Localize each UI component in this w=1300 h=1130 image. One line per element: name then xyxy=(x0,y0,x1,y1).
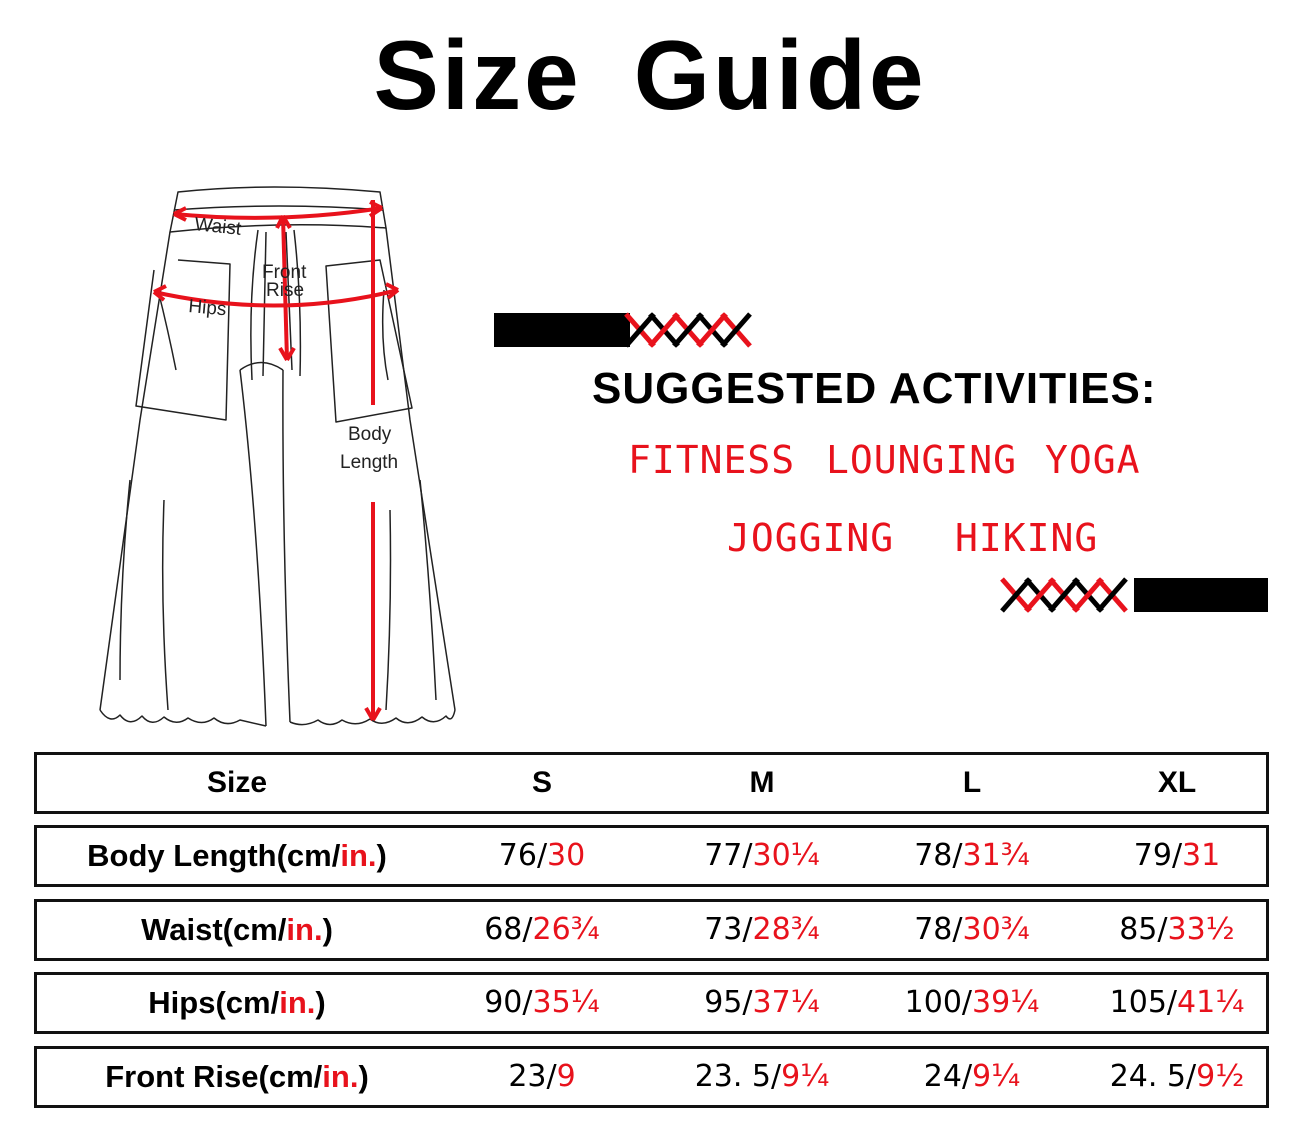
value-m: 73/28¾ xyxy=(704,912,820,947)
front-rise-label-line1: Front xyxy=(262,262,307,283)
value-m: 77/30¼ xyxy=(704,838,820,873)
activity-jogging: JOGGING xyxy=(727,516,895,560)
front-rise-label-line2: Rise xyxy=(266,280,304,301)
size-s-header: S xyxy=(531,766,552,799)
table-row-waist: Waist(cm/in.) 68/26¾ 73/28¾ 78/30¾ 85/33… xyxy=(34,899,1269,961)
value-l: 78/31¾ xyxy=(914,838,1030,873)
row-label: Waist(cm/in.) xyxy=(141,912,333,947)
size-xl-header: XL xyxy=(1157,766,1197,799)
value-m: 23. 5/9¼ xyxy=(694,1059,830,1094)
waist-label: Waist xyxy=(193,214,242,240)
activity-yoga: YOGA xyxy=(1045,438,1141,482)
hips-label: Hips xyxy=(188,296,228,320)
value-xl: 79/31 xyxy=(1133,838,1221,873)
value-xl: 105/41¼ xyxy=(1109,985,1245,1020)
value-xl: 85/33½ xyxy=(1119,912,1235,947)
body-length-label-line1: Body xyxy=(348,424,392,445)
table-row-body-length: Body Length(cm/in.) 76/30 77/30¼ 78/31¾ … xyxy=(34,825,1269,887)
body-length-label-line2: Length xyxy=(340,452,398,473)
value-l: 100/39¼ xyxy=(904,985,1040,1020)
decorative-banner-bottom xyxy=(1000,577,1268,613)
row-label: Hips(cm/in.) xyxy=(148,985,326,1020)
row-label: Front Rise(cm/in.) xyxy=(105,1059,369,1094)
page-title: Size Guide xyxy=(373,20,927,130)
value-s: 68/26¾ xyxy=(484,912,600,947)
value-xl: 24. 5/9½ xyxy=(1109,1059,1245,1094)
size-m-header: M xyxy=(749,766,775,799)
value-s: 90/35¼ xyxy=(484,985,600,1020)
value-l: 78/30¾ xyxy=(914,912,1030,947)
value-l: 24/9¼ xyxy=(923,1059,1021,1094)
pants-measurement-diagram: Waist Front Rise Hips Body Length xyxy=(99,186,456,727)
decorative-banner-top xyxy=(494,312,752,348)
value-s: 23/9 xyxy=(508,1059,576,1094)
activities-heading: SUGGESTED ACTIVITIES: xyxy=(592,364,1157,413)
row-label: Body Length(cm/in.) xyxy=(87,838,387,873)
value-m: 95/37¼ xyxy=(704,985,820,1020)
activity-hiking: HIKING xyxy=(955,516,1099,560)
activity-lounging: LOUNGING xyxy=(826,438,1018,482)
table-row-hips: Hips(cm/in.) 90/35¼ 95/37¼ 100/39¼ 105/4… xyxy=(34,972,1269,1034)
table-row-front-rise: Front Rise(cm/in.) 23/9 23. 5/9¼ 24/9¼ 2… xyxy=(34,1046,1269,1108)
size-l-header: L xyxy=(962,766,982,799)
size-header-row: Size S M L XL xyxy=(34,752,1269,814)
value-s: 76/30 xyxy=(498,838,586,873)
activity-fitness: FITNESS xyxy=(628,438,796,482)
size-header-label: Size xyxy=(206,766,268,799)
